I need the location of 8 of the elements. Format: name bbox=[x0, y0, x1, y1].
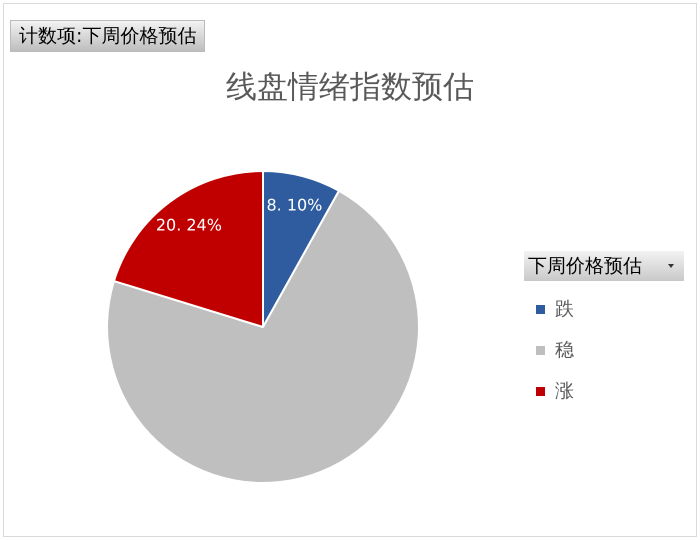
text: 计数项:下周价格预估 bbox=[10, 20, 206, 52]
legend-label: 稳 bbox=[555, 338, 574, 363]
legend-label: 涨 bbox=[555, 379, 574, 404]
data-label: 20. 24% bbox=[156, 216, 222, 235]
legend-title: 下周价格预估 bbox=[528, 254, 642, 279]
data-label: 8. 10% bbox=[266, 195, 322, 214]
chart-title: 线盘情绪指数预估 bbox=[225, 68, 475, 107]
legend-label: 跌 bbox=[555, 297, 574, 322]
